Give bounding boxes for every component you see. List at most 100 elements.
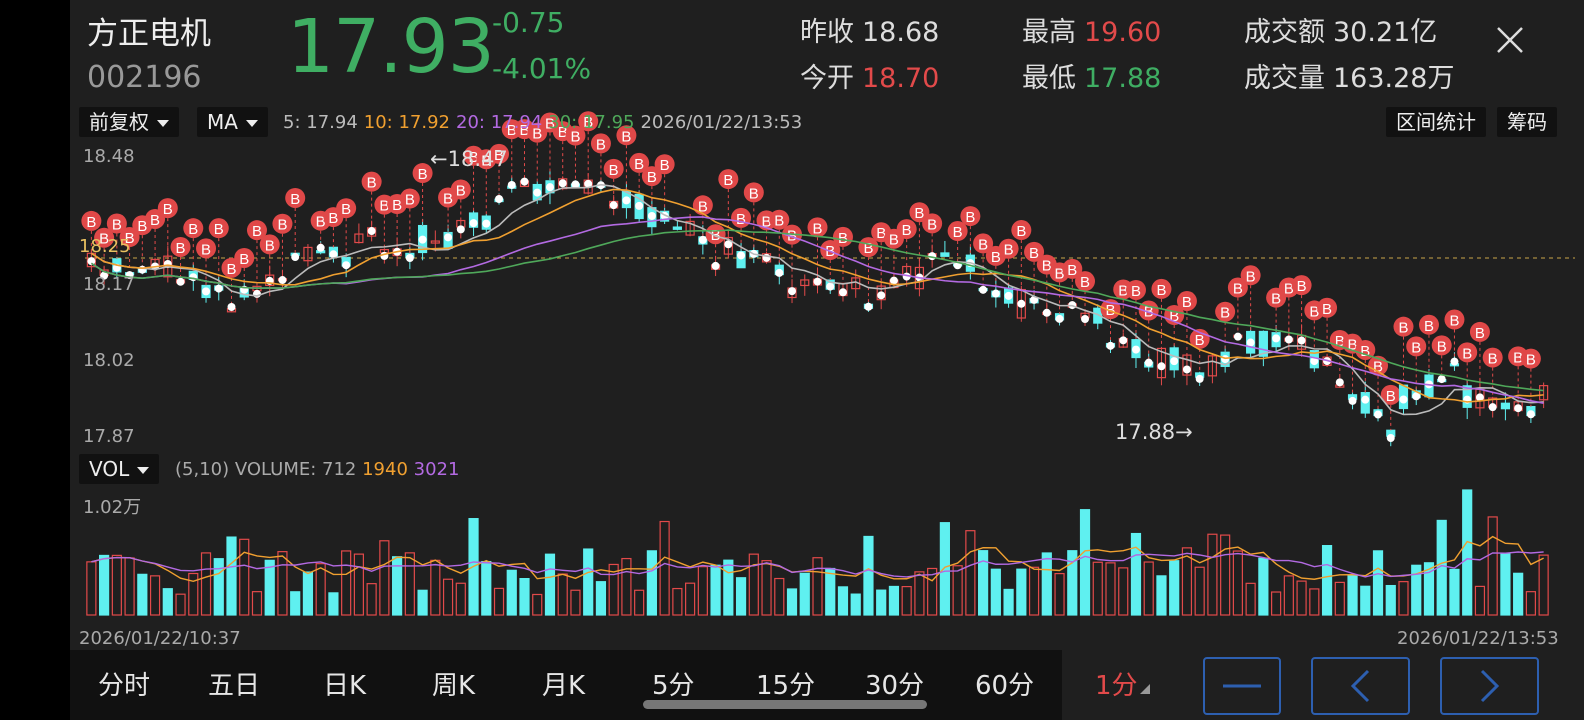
buy-marker-label: B xyxy=(532,126,542,143)
buy-marker xyxy=(285,187,306,208)
zoom-out-button[interactable] xyxy=(1203,657,1281,715)
interval-stats-button[interactable]: 区间统计 xyxy=(1386,107,1486,137)
chevron-down-icon xyxy=(245,120,258,127)
tab-five-day[interactable]: 五日 xyxy=(208,671,261,701)
buy-marker xyxy=(629,152,650,173)
stock-code: 002196 xyxy=(87,60,202,95)
trade-dot xyxy=(456,225,465,234)
volume-bar xyxy=(978,550,989,616)
buy-marker xyxy=(234,247,255,268)
volume-bar xyxy=(786,588,798,616)
close-icon[interactable] xyxy=(1490,20,1530,60)
buy-marker-label: B xyxy=(596,136,606,153)
vol-dropdown[interactable]: VOL xyxy=(79,454,160,484)
tab-1min-active[interactable]: 1分 xyxy=(1095,665,1150,702)
tab-15min[interactable]: 15分 xyxy=(756,671,816,701)
candle-body xyxy=(1207,355,1218,377)
volume-bar xyxy=(1054,572,1065,616)
buy-marker-label: B xyxy=(481,152,491,169)
buy-marker-label: B xyxy=(1462,345,1472,362)
volume-bar xyxy=(226,536,237,616)
trade-dot xyxy=(545,183,554,192)
volume-bar xyxy=(1092,561,1103,616)
volume-bar xyxy=(1462,489,1473,616)
volume-bar xyxy=(672,587,683,616)
volume-bar xyxy=(1423,562,1435,616)
volume-bar xyxy=(111,554,122,616)
tab-5min[interactable]: 5分 xyxy=(652,671,695,701)
buy-marker-label: B xyxy=(1373,359,1383,376)
buy-marker-label: B xyxy=(647,169,657,186)
trade-dot xyxy=(1182,365,1191,374)
chevron-down-icon xyxy=(157,120,169,127)
current-price: 17.93 xyxy=(287,4,495,90)
buy-marker-label: B xyxy=(991,249,1001,266)
volume-bar xyxy=(481,560,492,616)
buy-marker xyxy=(947,221,968,242)
buy-marker-label: B xyxy=(570,129,580,146)
volume-bar xyxy=(1181,547,1193,616)
tabs-scrollbar[interactable] xyxy=(643,700,927,709)
buy-marker-label: B xyxy=(1437,338,1447,355)
tab-30min[interactable]: 30分 xyxy=(865,671,925,701)
trade-dot xyxy=(864,302,873,311)
tab-60min[interactable]: 60分 xyxy=(975,671,1035,701)
trade-dot xyxy=(622,196,631,205)
indicator-dropdown[interactable]: MA xyxy=(197,107,268,137)
buy-marker xyxy=(718,169,739,190)
buy-marker xyxy=(565,125,586,146)
buy-marker-label: B xyxy=(290,191,300,208)
ma5-line xyxy=(90,183,1544,416)
buy-marker-label: B xyxy=(125,230,135,247)
trade-dot xyxy=(877,291,886,300)
volume-bar xyxy=(1028,566,1040,616)
scroll-right-button[interactable] xyxy=(1440,657,1539,715)
trade-dot xyxy=(1488,403,1497,412)
buy-marker-label: B xyxy=(418,166,428,183)
volume-bar xyxy=(1321,545,1333,616)
buy-marker xyxy=(1457,342,1478,363)
volume-bar xyxy=(175,593,186,616)
buy-marker xyxy=(922,213,943,234)
buy-marker-label: B xyxy=(519,122,529,139)
buy-marker-label: B xyxy=(1156,282,1166,299)
buy-marker xyxy=(1317,297,1338,318)
volume-bar xyxy=(1118,567,1129,616)
tab-daily-k[interactable]: 日K xyxy=(323,671,367,701)
buy-marker-label: B xyxy=(265,237,275,254)
tab-monthly-k[interactable]: 月K xyxy=(542,671,586,701)
trade-dot xyxy=(1284,335,1293,344)
trade-dot xyxy=(647,211,656,220)
trade-dot xyxy=(520,177,529,186)
buy-marker-label: B xyxy=(914,205,924,222)
period-tabs: 分时 五日 日K 周K 月K 5分 15分 30分 60分 xyxy=(70,650,1062,720)
tab-weekly-k[interactable]: 周K xyxy=(432,671,476,701)
volume-bar xyxy=(570,589,581,616)
candle-body xyxy=(303,246,313,262)
scroll-left-button[interactable] xyxy=(1311,657,1410,715)
volume-bar xyxy=(812,557,823,616)
volume-bar xyxy=(1016,568,1027,616)
buy-marker xyxy=(603,158,624,179)
buy-marker xyxy=(157,198,178,219)
volume-bar xyxy=(595,581,607,616)
volume-bar xyxy=(685,582,696,616)
volume-bar xyxy=(506,569,517,616)
candle-body xyxy=(761,253,772,263)
buy-marker-label: B xyxy=(774,213,784,230)
adjust-dropdown[interactable]: 前复权 xyxy=(79,107,179,137)
buy-marker xyxy=(960,206,981,227)
volume-bar xyxy=(1513,572,1524,616)
buy-marker xyxy=(1075,271,1096,292)
adjust-label: 前复权 xyxy=(89,110,149,134)
buy-marker-label: B xyxy=(876,225,886,242)
volume-bar xyxy=(366,583,377,616)
trade-dot xyxy=(1514,404,1523,413)
volume-bar xyxy=(1245,582,1256,616)
volume-bar xyxy=(353,553,364,616)
volume-bar xyxy=(290,591,301,616)
tab-intraday[interactable]: 分时 xyxy=(98,671,151,701)
chips-button[interactable]: 筹码 xyxy=(1497,107,1557,137)
trade-dot xyxy=(1335,378,1344,387)
